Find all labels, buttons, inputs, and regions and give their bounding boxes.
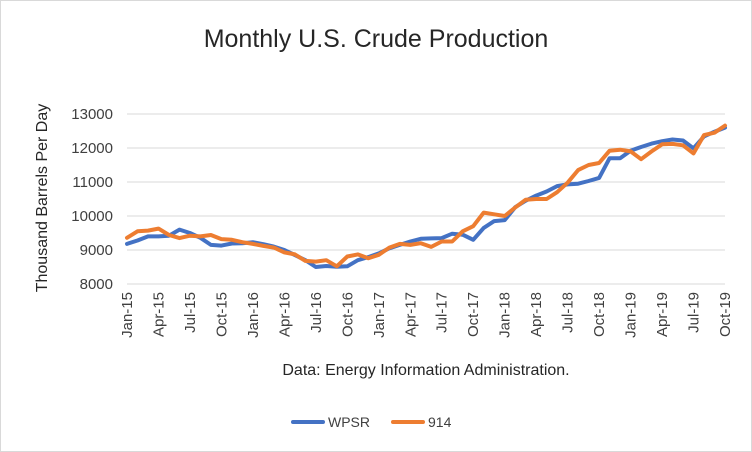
x-tick-label: Apr-18	[528, 292, 545, 337]
x-tick-label: Jan-16	[245, 292, 262, 338]
x-tick-label: Jan-15	[119, 292, 136, 338]
gridlines	[127, 113, 725, 285]
y-tick-label: 11000	[72, 174, 113, 191]
y-tick-label: 8000	[80, 276, 113, 293]
y-axis-ticks: 8000 9000 10000 11000 12000 13000	[71, 106, 113, 293]
x-tick-label: Jul-18	[560, 292, 577, 333]
chart-title: Monthly U.S. Crude Production	[204, 25, 549, 53]
y-tick-label: 9000	[80, 242, 113, 259]
y-tick-label: 10000	[71, 208, 113, 225]
series-line-914	[125, 123, 727, 269]
y-tick-label: 12000	[71, 140, 113, 157]
x-tick-label: Jan-19	[623, 292, 640, 338]
x-tick-label: Jan-17	[371, 292, 388, 338]
x-tick-label: Apr-17	[402, 292, 419, 337]
series-lines	[125, 123, 727, 269]
series-line-wpsr	[125, 125, 727, 269]
x-tick-label: Oct-17	[465, 292, 482, 337]
x-tick-label: Apr-19	[654, 292, 671, 337]
x-tick-label: Jul-17	[434, 292, 451, 333]
x-tick-label: Jul-19	[686, 292, 703, 333]
x-tick-label: Jul-15	[182, 292, 199, 333]
x-tick-label: Apr-16	[276, 292, 293, 337]
legend-label: WPSR	[328, 414, 370, 430]
x-tick-label: Oct-19	[717, 292, 734, 337]
y-axis-title: Thousand Barrels Per Day	[34, 104, 51, 293]
x-tick-label: Jul-16	[308, 292, 325, 333]
legend-label: 914	[428, 414, 452, 430]
x-tick-label: Oct-16	[339, 292, 356, 337]
legend: WPSR 914	[291, 414, 452, 430]
x-axis-ticks: Jan-15 Apr-15 Jul-15 Oct-15 Jan-16 Apr-16 Jul-…	[119, 292, 734, 338]
x-tick-label: Jan-18	[497, 292, 514, 338]
x-tick-label: Oct-18	[591, 292, 608, 337]
y-tick-label: 13000	[71, 106, 113, 123]
x-axis-title: Data: Energy Information Administration.	[282, 362, 569, 379]
x-tick-label: Oct-15	[213, 292, 230, 337]
x-tick-label: Apr-15	[150, 292, 167, 337]
